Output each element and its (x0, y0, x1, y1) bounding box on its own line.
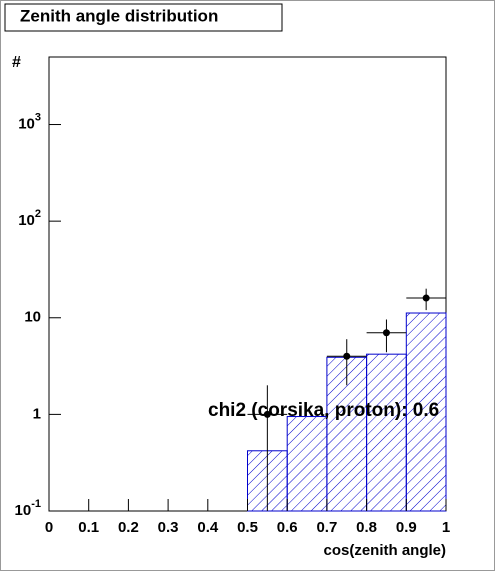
data-point (263, 410, 271, 418)
y-tick-exponent: 2 (35, 208, 41, 220)
x-tick-label: 0.4 (197, 519, 219, 536)
y-tick-base: 10 (15, 502, 32, 519)
y-tick-label: 1 (33, 405, 41, 422)
x-tick-label: 0.3 (158, 519, 179, 536)
y-tick-label: 10-1 (15, 498, 41, 519)
hist-bar (366, 353, 407, 512)
y-tick-label: 10 (24, 309, 41, 326)
data-point (422, 294, 430, 302)
data-point (382, 329, 390, 337)
chart-title: Zenith angle distribution (20, 6, 218, 25)
annotation: chi2 (corsika, proton): 0.6 (208, 400, 439, 421)
x-axis-label: cos(zenith angle) (323, 542, 446, 559)
data-point (343, 352, 351, 360)
title-box (4, 3, 283, 32)
y-tick-label: 102 (18, 208, 41, 229)
y-tick-exponent: 3 (35, 111, 41, 123)
x-tick-label: 0.7 (316, 519, 337, 536)
y-axis-label: # (12, 54, 21, 71)
x-tick-label: 0.1 (78, 519, 99, 536)
x-tick-label: 0.9 (396, 519, 417, 536)
hist-bar (405, 312, 447, 512)
x-tick-label: 0.2 (118, 519, 139, 536)
x-tick-label: 0 (45, 519, 53, 536)
x-tick-label: 0.8 (356, 519, 377, 536)
x-tick-label: 1 (442, 519, 450, 536)
y-tick-label: 103 (18, 111, 41, 132)
x-tick-label: 0.6 (277, 519, 298, 536)
y-tick-base: 10 (18, 116, 35, 133)
y-tick-base: 10 (18, 212, 35, 229)
x-tick-label: 0.5 (237, 519, 258, 536)
y-tick-exponent: -1 (31, 498, 41, 510)
hist-bar (286, 416, 328, 512)
